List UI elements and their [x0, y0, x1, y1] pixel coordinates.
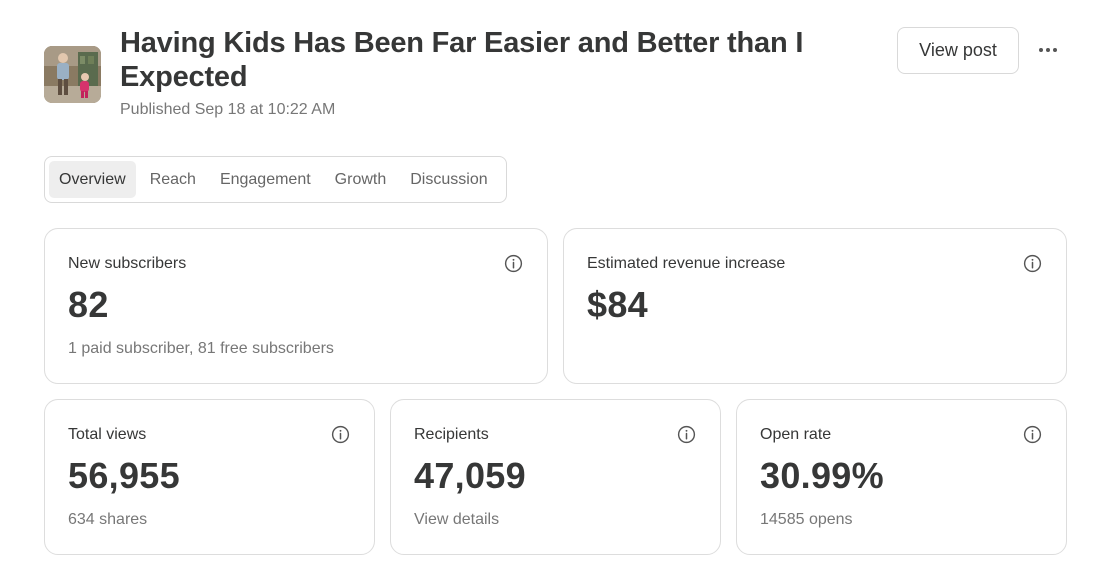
- card-label: New subscribers: [68, 255, 187, 272]
- view-post-button[interactable]: View post: [897, 27, 1019, 74]
- tab-discussion[interactable]: Discussion: [410, 170, 488, 188]
- revenue-card: Estimated revenue increase $84: [563, 228, 1067, 384]
- card-label: Recipients: [414, 426, 489, 443]
- view-details-link[interactable]: View details: [414, 511, 500, 528]
- more-dot: [1053, 48, 1057, 52]
- tab-bar: Overview Reach Engagement Growth Discuss…: [44, 156, 507, 203]
- info-icon[interactable]: [1023, 425, 1042, 444]
- card-subtext: 1 paid subscriber, 81 free subscribers: [68, 340, 334, 357]
- post-title: Having Kids Has Been Far Easier and Bett…: [120, 27, 804, 93]
- info-icon[interactable]: [504, 254, 523, 273]
- card-subtext: 634 shares: [68, 511, 148, 528]
- info-icon[interactable]: [331, 425, 350, 444]
- open-rate-card: Open rate 30.99% 14585 opens: [736, 399, 1067, 555]
- card-label: Open rate: [760, 426, 832, 443]
- card-subtext: 14585 opens: [760, 511, 853, 528]
- info-icon[interactable]: [677, 425, 696, 444]
- published-date: Published Sep 18 at 10:22 AM: [120, 101, 336, 118]
- new-subscribers-card: New subscribers 82 1 paid subscriber, 81…: [44, 228, 548, 384]
- post-thumbnail: [44, 46, 101, 103]
- recipients-card: Recipients 47,059 View details: [390, 399, 721, 555]
- card-label: Estimated revenue increase: [587, 255, 786, 272]
- card-value: 56,955: [68, 455, 180, 496]
- card-value: 30.99%: [760, 455, 884, 496]
- card-value: 47,059: [414, 455, 526, 496]
- card-label: Total views: [68, 426, 147, 443]
- card-value: $84: [587, 284, 648, 325]
- more-dot: [1039, 48, 1043, 52]
- tab-engagement[interactable]: Engagement: [219, 170, 311, 188]
- post-header: Having Kids Has Been Far Easier and Bett…: [44, 26, 1066, 126]
- tab-overview[interactable]: Overview: [49, 161, 136, 198]
- more-dot: [1046, 48, 1050, 52]
- more-options-icon[interactable]: [1034, 39, 1062, 61]
- total-views-card: Total views 56,955 634 shares: [44, 399, 375, 555]
- photo-icon: [44, 46, 101, 103]
- info-icon[interactable]: [1023, 254, 1042, 273]
- tab-reach[interactable]: Reach: [149, 170, 196, 188]
- card-value: 82: [68, 284, 109, 325]
- tab-growth[interactable]: Growth: [334, 170, 387, 188]
